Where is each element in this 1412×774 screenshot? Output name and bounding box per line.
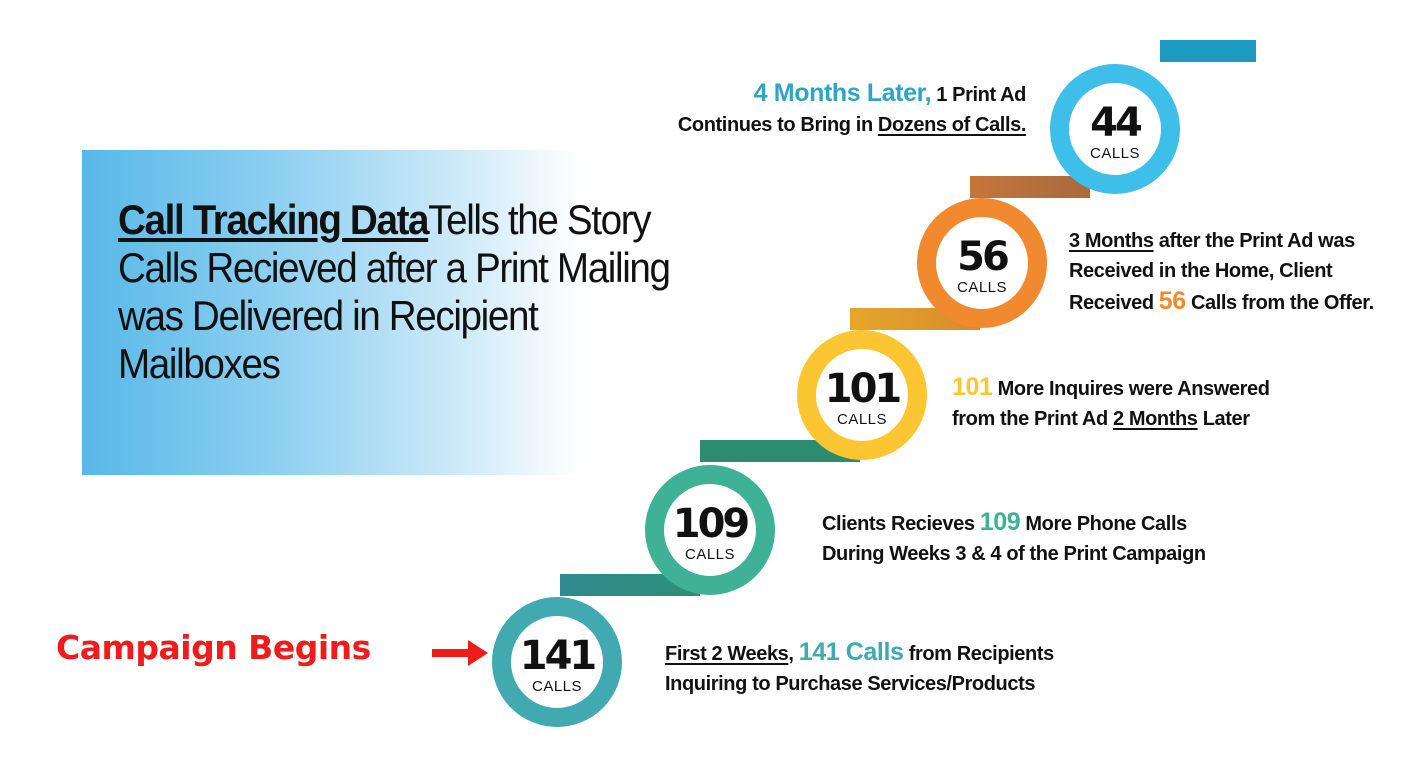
calls-count: 44	[1090, 100, 1143, 146]
connector-44-top	[1160, 40, 1256, 62]
calls-ring-101: 101 CALLS	[797, 330, 927, 460]
caption-text: from the Print Ad	[952, 408, 1113, 430]
connector-141-109	[560, 574, 700, 596]
caption-text: Calls from the Offer.	[1185, 292, 1374, 314]
caption-step-3: 101 More Inquires were Answered from the…	[952, 372, 1270, 434]
caption-line2: During Weeks 3 & 4 of the Print Campaign	[822, 543, 1206, 565]
calls-unit: CALLS	[684, 546, 736, 563]
caption-text: ,	[788, 643, 799, 665]
calls-ring-109: 109 CALLS	[645, 465, 775, 595]
caption-text: 1 Print Ad	[931, 84, 1026, 106]
calls-ring-141: 141 CALLS	[492, 597, 622, 727]
caption-highlight: 109	[979, 508, 1021, 536]
caption-underlined: 2 Months	[1112, 408, 1198, 430]
caption-step-4: 3 Months after the Print Ad was Received…	[1069, 226, 1374, 318]
headline-line2: Calls Recieved after a Print Mailing	[118, 244, 671, 291]
caption-text: More Inquires were Answered	[992, 378, 1270, 400]
campaign-begins-label: Campaign Begins	[56, 628, 371, 667]
caption-step-1: First 2 Weeks, 141 Calls from Recipients…	[665, 637, 1054, 699]
calls-ring-56: 56 CALLS	[917, 198, 1047, 328]
calls-ring-44: 44 CALLS	[1050, 64, 1180, 194]
headline-panel	[82, 150, 582, 475]
calls-count: 56	[957, 234, 1010, 280]
connector-56-44	[970, 176, 1090, 198]
caption-highlight: 101	[952, 373, 993, 401]
caption-line2: Inquiring to Purchase Services/Products	[665, 673, 1036, 695]
caption-text: More Phone Calls	[1020, 513, 1187, 535]
calls-count: 101	[824, 366, 903, 412]
caption-text: Clients Recieves	[822, 513, 980, 535]
caption-underlined: Dozens of Calls.	[877, 114, 1026, 136]
connector-109-101	[700, 440, 860, 462]
caption-highlight: 4 Months Later,	[753, 79, 932, 107]
caption-step-5: 4 Months Later, 1 Print Ad Continues to …	[666, 78, 1027, 140]
calls-count: 109	[672, 501, 751, 547]
caption-highlight: 56	[1158, 287, 1186, 315]
calls-unit: CALLS	[956, 279, 1008, 296]
headline: Call Tracking DataTells the Story Calls …	[118, 196, 744, 388]
calls-count: 141	[519, 633, 598, 679]
calls-unit: CALLS	[1089, 145, 1141, 162]
headline-line3: was Delivered in Recipient	[118, 292, 539, 339]
caption-text: Received	[1069, 292, 1159, 314]
headline-emphasis: Call Tracking Data	[118, 196, 430, 243]
caption-text: Later	[1197, 408, 1250, 430]
caption-text: Continues to Bring in	[677, 114, 878, 136]
caption-highlight: 141 Calls	[798, 638, 904, 666]
caption-text: after the Print Ad was	[1153, 230, 1355, 252]
caption-text: from Recipients	[903, 643, 1055, 665]
caption-underlined: First 2 Weeks	[665, 643, 789, 665]
caption-underlined: 3 Months	[1069, 230, 1154, 252]
calls-unit: CALLS	[836, 411, 888, 428]
headline-line1-rest: Tells the Story	[428, 196, 651, 243]
headline-line4: Mailboxes	[118, 340, 281, 387]
calls-unit: CALLS	[531, 678, 583, 695]
caption-step-2: Clients Recieves 109 More Phone Calls Du…	[822, 507, 1206, 569]
caption-line2: Received in the Home, Client	[1069, 260, 1333, 282]
arrow-right-icon	[432, 640, 488, 666]
